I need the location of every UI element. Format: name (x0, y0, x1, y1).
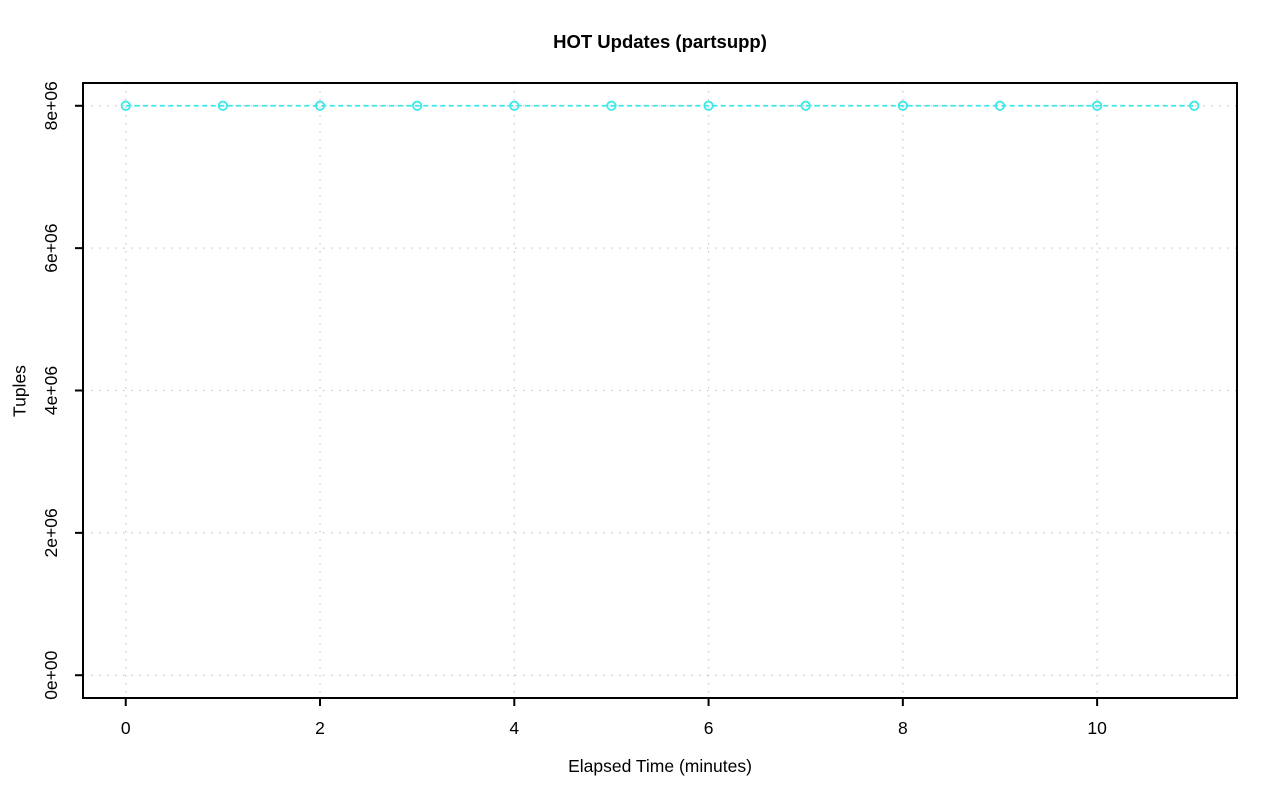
data-point (1189, 100, 1200, 111)
x-tick-label: 8 (898, 718, 908, 738)
y-tick-label: 0e+00 (41, 650, 61, 699)
x-axis-title: Elapsed Time (minutes) (568, 756, 752, 776)
y-tick-label: 6e+06 (41, 224, 61, 273)
chart-title: HOT Updates (partsupp) (553, 31, 767, 52)
data-point (217, 100, 228, 111)
data-point (800, 100, 811, 111)
x-tick-label: 0 (121, 718, 131, 738)
data-point (314, 100, 326, 111)
data-point (897, 100, 908, 111)
data-point (1092, 100, 1103, 111)
y-tick-label: 4e+06 (41, 366, 61, 415)
data-point (509, 100, 520, 111)
data-point (606, 100, 617, 111)
data-point (412, 100, 423, 111)
x-tick-label: 6 (704, 718, 714, 738)
x-tick-label: 4 (509, 718, 519, 738)
data-point (120, 100, 131, 111)
data-point (994, 100, 1006, 111)
y-tick-label: 2e+06 (41, 508, 61, 557)
y-tick-label: 8e+06 (41, 81, 61, 130)
x-tick-label: 2 (315, 718, 325, 738)
x-tick-label: 10 (1087, 718, 1107, 738)
data-point (703, 100, 714, 111)
